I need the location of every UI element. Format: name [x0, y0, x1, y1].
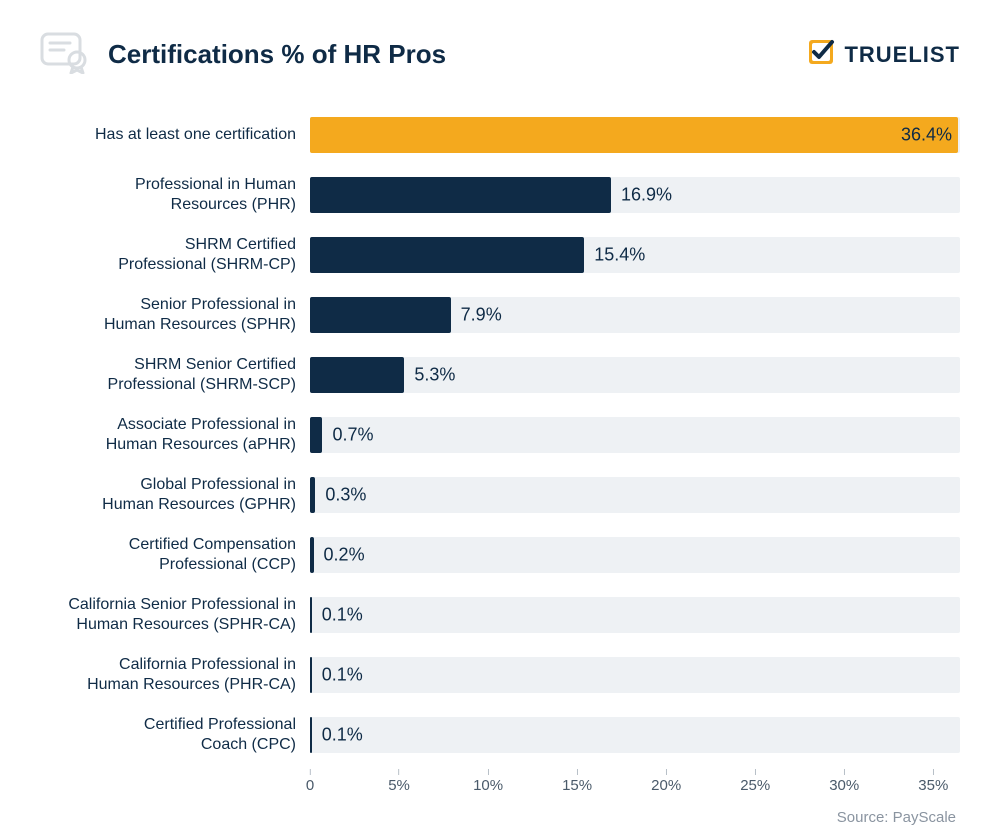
chart-row: Global Professional in Human Resources (… — [40, 469, 960, 521]
source-text: Source: PayScale — [40, 809, 960, 826]
row-label: Associate Professional in Human Resource… — [40, 415, 310, 455]
row-value: 36.4% — [901, 125, 952, 146]
row-track: 0.1% — [310, 717, 960, 753]
header: Certifications % of HR Pros TRUELIST — [40, 30, 960, 79]
row-bar — [310, 597, 312, 633]
row-value: 0.1% — [322, 605, 363, 626]
axis-tick: 35% — [918, 769, 948, 794]
page-title: Certifications % of HR Pros — [108, 39, 446, 70]
header-left: Certifications % of HR Pros — [40, 30, 446, 79]
row-value: 0.1% — [322, 665, 363, 686]
row-bar — [310, 417, 322, 453]
row-label: Professional in Human Resources (PHR) — [40, 175, 310, 215]
row-label: Certified Professional Coach (CPC) — [40, 715, 310, 755]
row-value: 5.3% — [414, 365, 455, 386]
row-bar — [310, 357, 404, 393]
row-track: 0.7% — [310, 417, 960, 453]
row-value: 16.9% — [621, 185, 672, 206]
row-track: 5.3% — [310, 357, 960, 393]
row-label: Has at least one certification — [40, 125, 310, 145]
row-label: California Professional in Human Resourc… — [40, 655, 310, 695]
brand-check-icon — [806, 37, 836, 72]
chart-row: Has at least one certification 36.4% — [40, 109, 960, 161]
row-bar — [310, 177, 611, 213]
row-value: 7.9% — [461, 305, 502, 326]
axis-tick: 30% — [829, 769, 859, 794]
row-track: 0.1% — [310, 657, 960, 693]
chart-row: Certified Professional Coach (CPC) 0.1% — [40, 709, 960, 761]
row-track: 7.9% — [310, 297, 960, 333]
chart-row: Associate Professional in Human Resource… — [40, 409, 960, 461]
chart-row: SHRM Certified Professional (SHRM-CP) 15.… — [40, 229, 960, 281]
row-value: 0.1% — [322, 725, 363, 746]
row-bar — [310, 297, 451, 333]
axis-tick: 10% — [473, 769, 503, 794]
row-track: 15.4% — [310, 237, 960, 273]
axis-tick: 20% — [651, 769, 681, 794]
row-track: 36.4% — [310, 117, 960, 153]
row-label: SHRM Senior Certified Professional (SHRM… — [40, 355, 310, 395]
row-value: 0.7% — [332, 425, 373, 446]
axis-labels: 05%10%15%20%25%30%35% — [310, 769, 960, 797]
row-track: 0.2% — [310, 537, 960, 573]
row-value: 0.3% — [325, 485, 366, 506]
row-bar — [310, 717, 312, 753]
row-label: California Senior Professional in Human … — [40, 595, 310, 635]
chart-row: California Senior Professional in Human … — [40, 589, 960, 641]
row-value: 15.4% — [594, 245, 645, 266]
row-bar — [310, 477, 315, 513]
row-label: SHRM Certified Professional (SHRM-CP) — [40, 235, 310, 275]
row-track: 16.9% — [310, 177, 960, 213]
row-track: 0.3% — [310, 477, 960, 513]
bar-chart: Has at least one certification 36.4% Profe… — [40, 109, 960, 803]
axis-tick: 0 — [306, 769, 314, 794]
chart-row: Senior Professional in Human Resources (… — [40, 289, 960, 341]
x-axis: 0 5% 10% 15% 20% 25% 30% 35% — [40, 769, 960, 803]
axis-tick: 15% — [562, 769, 592, 794]
brand-text: TRUELIST — [844, 42, 960, 68]
chart-row: Professional in Human Resources (PHR) 16.… — [40, 169, 960, 221]
axis-tick: 25% — [740, 769, 770, 794]
row-value: 0.2% — [324, 545, 365, 566]
chart-row: California Professional in Human Resourc… — [40, 649, 960, 701]
chart-row: SHRM Senior Certified Professional (SHRM… — [40, 349, 960, 401]
row-label: Certified Compensation Professional (CCP… — [40, 535, 310, 575]
row-bar — [310, 657, 312, 693]
chart-row: Certified Compensation Professional (CCP… — [40, 529, 960, 581]
row-bar — [310, 537, 314, 573]
brand: TRUELIST — [806, 37, 960, 72]
row-label: Senior Professional in Human Resources (… — [40, 295, 310, 335]
axis-tick: 5% — [388, 769, 410, 794]
row-bar — [310, 117, 958, 153]
certificate-icon — [40, 30, 90, 79]
row-track: 0.1% — [310, 597, 960, 633]
row-bar — [310, 237, 584, 273]
row-label: Global Professional in Human Resources (… — [40, 475, 310, 515]
